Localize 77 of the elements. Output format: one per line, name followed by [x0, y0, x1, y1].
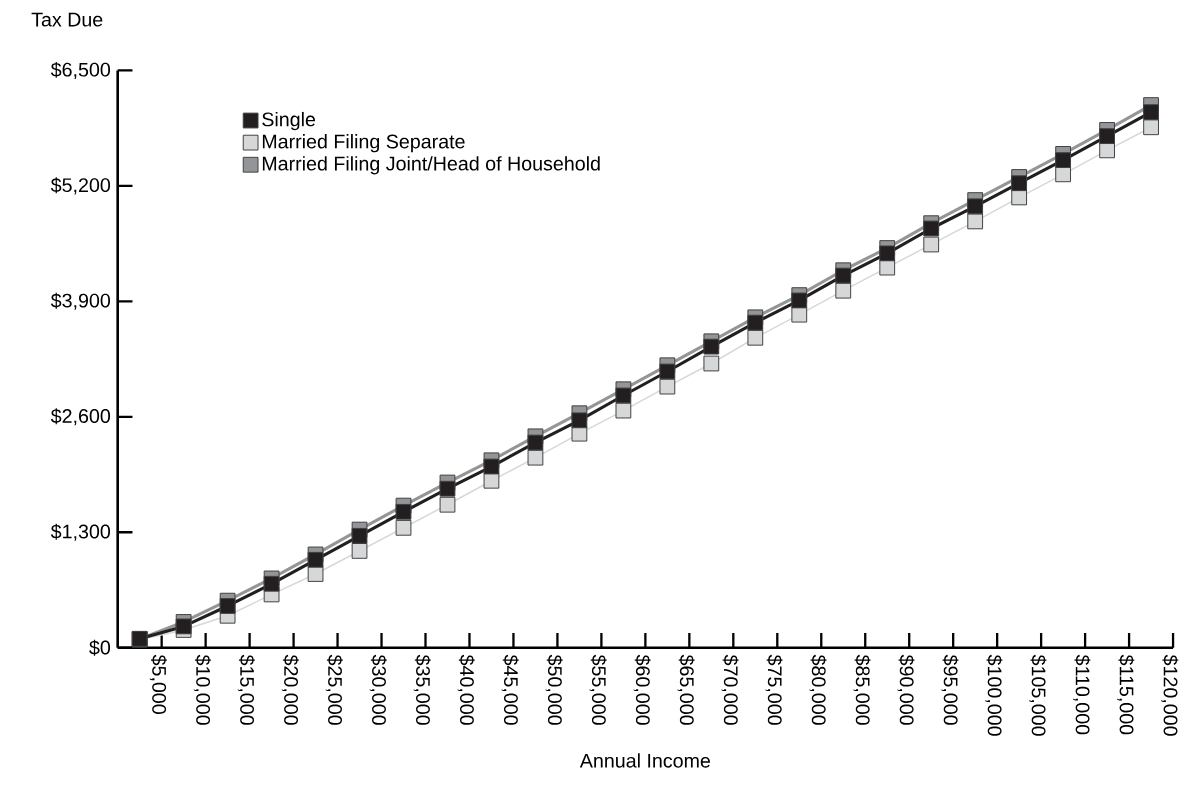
x-tick-label: $95,000 — [941, 654, 959, 725]
point — [659, 378, 676, 395]
point — [175, 618, 192, 635]
point — [307, 566, 324, 582]
x-tick-label: $50,000 — [545, 654, 563, 725]
point — [703, 338, 720, 355]
point — [307, 551, 324, 568]
x-tick-label: $65,000 — [677, 654, 695, 725]
point — [395, 519, 412, 536]
point — [835, 282, 852, 299]
x-tick-label: $70,000 — [721, 654, 739, 725]
point — [263, 575, 280, 592]
legend-label: Married Filing Joint/Head of Household — [262, 156, 600, 175]
point — [439, 480, 456, 497]
x-tick-label: $30,000 — [369, 654, 387, 725]
x-tick-label: $40,000 — [457, 654, 475, 725]
x-tick-label: $55,000 — [589, 654, 607, 725]
x-tick-label: $45,000 — [501, 654, 519, 725]
y-tick-label: $5,200 — [50, 177, 111, 195]
x-tick-label: $10,000 — [193, 654, 211, 725]
point — [1099, 128, 1115, 145]
x-tick-label: $5,000 — [149, 654, 167, 714]
point — [571, 412, 588, 429]
point — [1011, 189, 1028, 206]
point — [483, 458, 500, 475]
x-tick-label: $25,000 — [325, 654, 343, 725]
x-tick-label: $110,000 — [1073, 654, 1091, 735]
point — [791, 306, 808, 323]
x-tick-label: $35,000 — [413, 654, 431, 725]
x-tick-label: $60,000 — [633, 654, 651, 725]
point — [1143, 104, 1159, 121]
x-tick-label: $20,000 — [281, 654, 299, 725]
point — [483, 472, 500, 489]
point — [879, 245, 896, 262]
x-tick-label: $85,000 — [853, 654, 871, 725]
point — [703, 355, 720, 372]
y-tick-label: $3,900 — [50, 292, 111, 310]
point — [395, 503, 412, 520]
y-axis-title: Tax Due — [31, 12, 103, 27]
y-tick-label: $0 — [89, 639, 111, 656]
y-tick-label: $2,600 — [50, 408, 111, 426]
point — [351, 527, 368, 544]
point — [747, 314, 764, 331]
y-tick-label: $1,300 — [50, 523, 111, 541]
x-tick-label: $90,000 — [897, 654, 915, 725]
x-tick-label: $120,000 — [1161, 654, 1179, 736]
legend-label: Single — [262, 111, 316, 131]
point — [879, 259, 896, 276]
x-tick-label: $15,000 — [237, 654, 255, 725]
point — [439, 496, 456, 513]
point — [527, 434, 544, 451]
point — [835, 267, 852, 284]
point — [967, 198, 984, 215]
point — [923, 236, 940, 253]
x-axis-title: Annual Income — [579, 753, 710, 768]
point — [615, 387, 632, 404]
point — [1099, 142, 1115, 159]
point — [967, 213, 984, 230]
point — [659, 363, 676, 380]
point — [1143, 119, 1159, 136]
point — [791, 292, 808, 309]
x-tick-label: $105,000 — [1029, 654, 1047, 736]
point — [527, 449, 544, 466]
y-tick-label: $6,500 — [50, 61, 111, 79]
point — [747, 329, 764, 346]
x-tick-label: $75,000 — [765, 654, 783, 725]
point — [1011, 175, 1028, 192]
x-tick-label: $100,000 — [985, 654, 1003, 736]
legend-label: Married Filing Separate — [262, 134, 465, 153]
point — [1055, 152, 1072, 169]
x-tick-label: $115,000 — [1117, 654, 1135, 735]
x-tick-label: $80,000 — [809, 654, 827, 725]
point — [1055, 166, 1072, 183]
point — [351, 543, 368, 559]
point — [615, 402, 632, 419]
point — [923, 220, 940, 237]
point — [219, 598, 236, 614]
